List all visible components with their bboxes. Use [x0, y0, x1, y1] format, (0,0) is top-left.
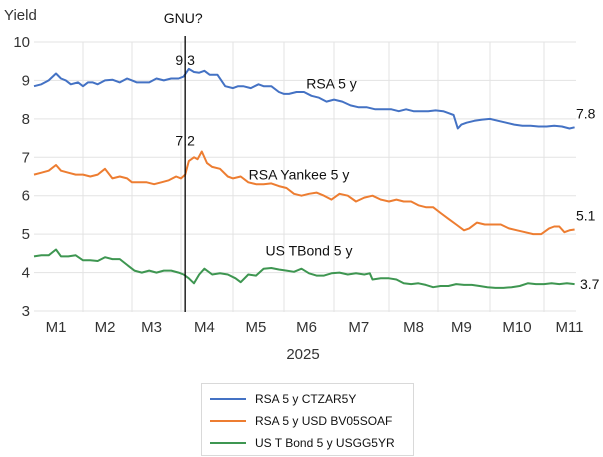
event-label: GNU?	[164, 10, 203, 26]
x-tick-label: M2	[95, 319, 116, 336]
series-label: RSA Yankee 5 y	[249, 167, 350, 183]
x-tick-label: M8	[403, 319, 424, 336]
legend-item-us-tbond[interactable]: US T Bond 5 y USGG5YR	[202, 432, 413, 454]
legend-label: US T Bond 5 y USGG5YR	[255, 436, 395, 450]
x-tick-label: M10	[502, 319, 531, 336]
y-tick-label: 10	[13, 34, 30, 51]
series-line-1	[33, 150, 575, 236]
legend-swatch-blue	[210, 398, 246, 400]
legend: RSA 5 y CTZAR5Y RSA 5 y USD BV05SOAF US …	[201, 383, 414, 456]
y-tick-label: 3	[22, 303, 30, 320]
legend-label: RSA 5 y USD BV05SOAF	[255, 414, 393, 428]
y-tick-labels: 3 4 5 6 7 8 9 10	[13, 34, 30, 320]
legend-label: RSA 5 y CTZAR5Y	[255, 392, 357, 406]
series-line-2	[33, 248, 575, 289]
x-tick-label: M4	[194, 319, 215, 336]
x-tick-label: M7	[348, 319, 369, 336]
legend-swatch-green	[210, 442, 246, 444]
x-tick-label: M6	[296, 319, 317, 336]
legend-swatch-orange	[210, 420, 246, 422]
y-tick-label: 9	[22, 72, 30, 89]
annotations: GNU? 9.3 7.2	[164, 10, 203, 312]
legend-item-rsa-usd[interactable]: RSA 5 y USD BV05SOAF	[202, 410, 413, 432]
series-label: RSA 5 y	[306, 76, 357, 92]
legend-item-rsa-5y[interactable]: RSA 5 y CTZAR5Y	[202, 388, 413, 410]
y-tick-label: 6	[22, 188, 30, 205]
x-tick-labels: M1 M2 M3 M4 M5 M6 M7 M8 M9 M10 M11	[46, 319, 584, 336]
series-label: US TBond 5 y	[266, 242, 353, 258]
peak-value-label: 9.3	[175, 52, 195, 68]
peak-value-label: 7.2	[175, 133, 195, 149]
y-tick-label: 5	[22, 226, 30, 243]
x-tick-label: M5	[246, 319, 267, 336]
end-value-label: 7.8	[576, 105, 596, 121]
series-line-0	[33, 67, 575, 130]
gridlines	[34, 41, 576, 312]
y-tick-label: 4	[22, 265, 30, 282]
yield-chart: Yield 3 4 5 6 7 8 9 10 M1 M2 M3 M4 M5 M6 M7 M8 M9 M10 M11…	[4, 7, 600, 363]
y-axis-title: Yield	[4, 7, 37, 24]
x-tick-label: M3	[141, 319, 162, 336]
x-tick-label: M9	[451, 319, 472, 336]
x-axis-title: 2025	[286, 346, 319, 363]
end-value-label: 5.1	[576, 208, 596, 224]
x-tick-label: M1	[46, 319, 67, 336]
series-lines: RSA 5 y 7.8 RSA Yankee 5 y 5.1 US TBond 5 y 3…	[33, 67, 600, 292]
end-value-label: 3.7	[580, 276, 600, 292]
y-tick-label: 8	[22, 111, 30, 128]
x-tick-label: M11	[555, 319, 583, 336]
y-tick-label: 7	[22, 149, 30, 166]
